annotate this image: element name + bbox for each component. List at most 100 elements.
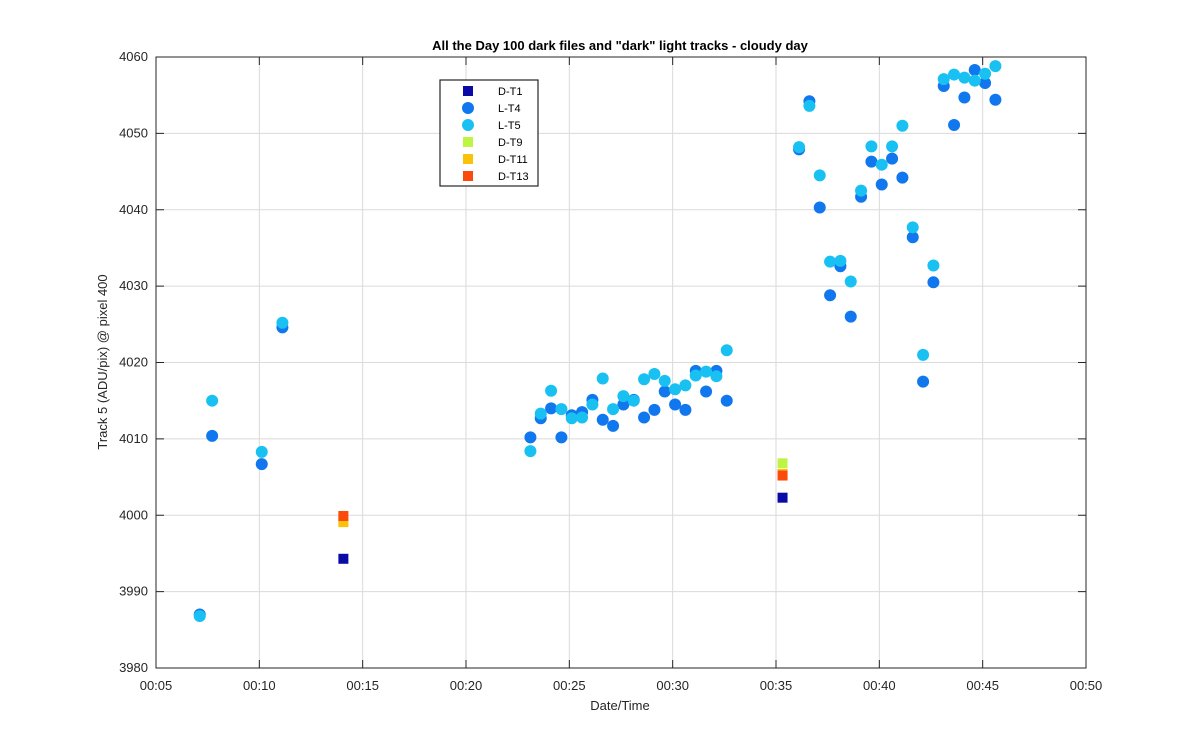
data-point bbox=[648, 367, 661, 380]
x-tick-label: 00:25 bbox=[553, 678, 586, 693]
data-point bbox=[545, 402, 558, 415]
data-point bbox=[777, 470, 788, 481]
legend-marker bbox=[463, 171, 473, 181]
x-tick-label: 00:20 bbox=[450, 678, 483, 693]
legend-marker bbox=[463, 137, 473, 147]
legend-label: D-T13 bbox=[498, 171, 529, 183]
data-point bbox=[968, 63, 981, 76]
data-point bbox=[865, 140, 878, 153]
x-tick-label: 00:50 bbox=[1070, 678, 1103, 693]
data-point bbox=[948, 118, 961, 131]
data-point bbox=[855, 184, 868, 197]
series-l-t5 bbox=[193, 60, 1002, 623]
data-point bbox=[917, 348, 930, 361]
legend-marker bbox=[463, 86, 473, 96]
data-point bbox=[958, 91, 971, 104]
data-point bbox=[658, 385, 671, 398]
data-point bbox=[906, 231, 919, 244]
data-point bbox=[865, 155, 878, 168]
data-point bbox=[638, 373, 651, 386]
data-point bbox=[669, 383, 682, 396]
data-point bbox=[276, 316, 289, 329]
x-axis-ticks: 00:05 00:10 00:15 00:20 00:25 00:30 00:35 00:40… bbox=[140, 57, 1103, 693]
data-point bbox=[824, 289, 837, 302]
y-tick-label: 4000 bbox=[119, 507, 148, 522]
data-point bbox=[565, 412, 578, 425]
y-tick-label: 3980 bbox=[119, 660, 148, 675]
data-point bbox=[824, 255, 837, 268]
data-point bbox=[617, 398, 630, 411]
data-points bbox=[193, 60, 1002, 623]
data-point bbox=[534, 407, 547, 420]
data-point bbox=[206, 429, 219, 442]
data-point bbox=[689, 369, 702, 382]
legend-marker bbox=[463, 154, 473, 164]
data-point bbox=[979, 76, 992, 89]
data-point bbox=[338, 553, 349, 564]
data-point bbox=[638, 411, 651, 424]
y-tick-label: 4010 bbox=[119, 431, 148, 446]
data-point bbox=[607, 419, 620, 432]
series-d-t13 bbox=[338, 470, 788, 522]
data-point bbox=[596, 372, 609, 385]
data-point bbox=[989, 60, 1002, 73]
y-tick-label: 4020 bbox=[119, 355, 148, 370]
data-point bbox=[979, 67, 992, 80]
grid-lines bbox=[156, 57, 1086, 668]
data-point bbox=[927, 259, 940, 272]
data-point bbox=[720, 394, 733, 407]
data-point bbox=[576, 411, 589, 424]
legend-label: D-T11 bbox=[498, 154, 528, 166]
data-point bbox=[555, 431, 568, 444]
data-point bbox=[844, 275, 857, 288]
data-point bbox=[206, 394, 219, 407]
data-point bbox=[777, 458, 788, 469]
data-point bbox=[793, 141, 806, 154]
chart-title: All the Day 100 dark files and "dark" li… bbox=[432, 38, 809, 53]
x-tick-label: 00:30 bbox=[656, 678, 689, 693]
x-tick-label: 00:40 bbox=[863, 678, 896, 693]
data-point bbox=[917, 375, 930, 388]
data-point bbox=[896, 171, 909, 184]
data-point bbox=[906, 221, 919, 234]
y-tick-label: 4040 bbox=[119, 202, 148, 217]
data-point bbox=[777, 492, 788, 503]
x-tick-label: 00:35 bbox=[760, 678, 793, 693]
data-point bbox=[720, 344, 733, 357]
data-point bbox=[958, 71, 971, 84]
x-tick-label: 00:05 bbox=[140, 678, 173, 693]
legend-label: D-T1 bbox=[498, 86, 522, 98]
data-point bbox=[896, 119, 909, 132]
data-point bbox=[679, 403, 692, 416]
data-point bbox=[679, 379, 692, 392]
data-point bbox=[834, 254, 847, 267]
data-point bbox=[989, 93, 1002, 106]
data-point bbox=[875, 178, 888, 191]
data-point bbox=[937, 73, 950, 86]
y-axis-label: Track 5 (ADU/pix) @ pixel 400 bbox=[95, 274, 110, 449]
data-point bbox=[524, 445, 537, 458]
legend-label: L-T5 bbox=[498, 120, 521, 132]
legend: D-T1 L-T4 L-T5 D-T9 D-T11 D-T13 bbox=[439, 79, 539, 187]
data-point bbox=[710, 370, 723, 383]
data-point bbox=[545, 384, 558, 397]
data-point bbox=[813, 169, 826, 182]
data-point bbox=[968, 74, 981, 87]
data-point bbox=[338, 511, 349, 522]
data-point bbox=[700, 385, 713, 398]
x-tick-label: 00:45 bbox=[966, 678, 999, 693]
y-tick-label: 4060 bbox=[119, 49, 148, 64]
legend-label: L-T4 bbox=[498, 103, 521, 115]
data-point bbox=[875, 158, 888, 171]
y-tick-label: 4030 bbox=[119, 278, 148, 293]
data-point bbox=[524, 431, 537, 444]
data-point bbox=[648, 403, 661, 416]
data-point bbox=[255, 458, 268, 471]
data-point bbox=[927, 276, 940, 289]
data-point bbox=[669, 398, 682, 411]
series-d-t1 bbox=[338, 492, 788, 564]
legend-marker bbox=[462, 119, 474, 131]
data-point bbox=[596, 413, 609, 426]
data-point bbox=[886, 152, 899, 165]
